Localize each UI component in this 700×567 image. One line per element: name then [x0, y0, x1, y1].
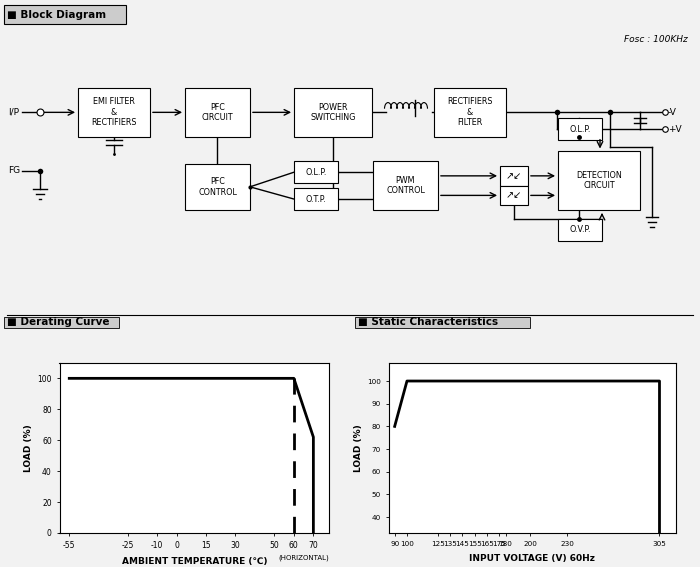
Text: ■ Block Diagram: ■ Block Diagram [7, 10, 106, 20]
Bar [558, 219, 602, 240]
X-axis label: INPUT VOLTAGE (V) 60Hz: INPUT VOLTAGE (V) 60Hz [469, 553, 595, 562]
Bar [355, 316, 530, 328]
Text: PFC
CIRCUIT: PFC CIRCUIT [202, 103, 233, 122]
Y-axis label: LOAD (%): LOAD (%) [25, 424, 33, 472]
Bar [373, 161, 438, 210]
Bar [4, 316, 119, 328]
X-axis label: AMBIENT TEMPERATURE (℃): AMBIENT TEMPERATURE (℃) [122, 557, 267, 565]
Bar [185, 88, 250, 137]
Bar [4, 5, 126, 24]
Text: ↗↙: ↗↙ [506, 191, 522, 200]
Text: PWM
CONTROL: PWM CONTROL [386, 176, 425, 195]
Bar [294, 161, 338, 183]
Text: O.V.P.: O.V.P. [569, 225, 591, 234]
Text: POWER
SWITCHING: POWER SWITCHING [310, 103, 356, 122]
Text: O.L.P.: O.L.P. [569, 125, 591, 134]
Text: O.L.P.: O.L.P. [305, 168, 327, 177]
Text: PFC
CONTROL: PFC CONTROL [198, 177, 237, 197]
Text: DETECTION
CIRCUIT: DETECTION CIRCUIT [576, 171, 622, 191]
Bar [500, 166, 528, 185]
Text: Fosc : 100KHz: Fosc : 100KHz [624, 35, 688, 44]
Text: I/P: I/P [8, 108, 19, 117]
Bar [500, 185, 528, 205]
Bar [434, 88, 506, 137]
Text: FG: FG [8, 167, 20, 175]
Text: O.T.P.: O.T.P. [306, 194, 326, 204]
Text: RECTIFIERS
&
FILTER: RECTIFIERS & FILTER [447, 98, 493, 127]
Text: EMI FILTER
&
RECTIFIERS: EMI FILTER & RECTIFIERS [91, 98, 136, 127]
Text: +V: +V [668, 125, 682, 134]
Bar [294, 88, 372, 137]
Bar [294, 188, 338, 210]
Bar [558, 119, 602, 141]
Bar [78, 88, 150, 137]
Bar [558, 151, 640, 210]
Text: (HORIZONTAL): (HORIZONTAL) [279, 555, 329, 561]
Text: ■ Derating Curve: ■ Derating Curve [7, 317, 109, 327]
Bar [185, 164, 250, 210]
Y-axis label: LOAD (%): LOAD (%) [354, 424, 363, 472]
Text: ■ Static Characteristics: ■ Static Characteristics [358, 317, 498, 327]
Text: ↗↙: ↗↙ [506, 171, 522, 181]
Text: -V: -V [668, 108, 677, 117]
